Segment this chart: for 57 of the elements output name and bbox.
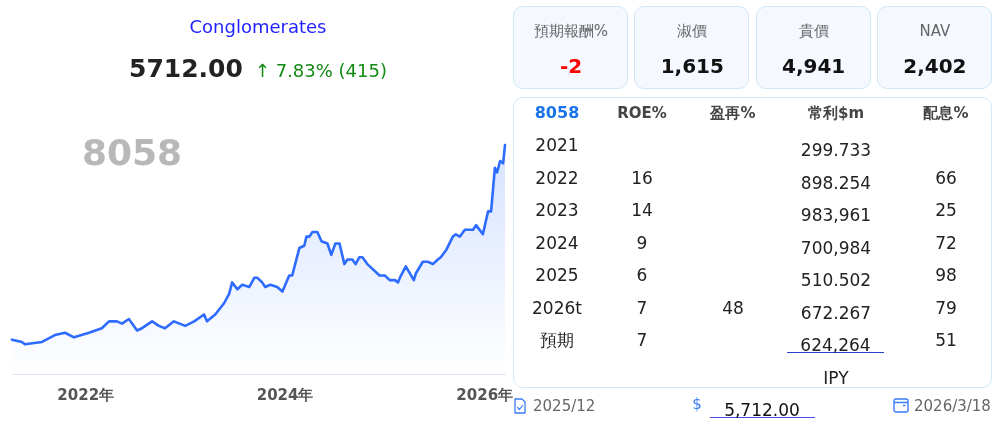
data-label: 48 (722, 297, 744, 317)
input-field: 624,264 (787, 335, 884, 353)
category-label: 預期報酬% (533, 21, 609, 40)
data-label: 66 (935, 167, 957, 187)
y-tick-label: 2022 (535, 167, 579, 187)
y-tick-label: 2026t (532, 297, 582, 317)
text: 2026/3/18 (914, 396, 991, 415)
text: $ (692, 394, 702, 413)
y-tick-label: 2021 (535, 134, 579, 155)
data-label: 16 (631, 167, 653, 187)
x-tick-label: 配息% (923, 103, 969, 122)
data-label: 25 (935, 199, 957, 220)
data-label: 2,402 (903, 54, 967, 78)
data-label: 672.267 (800, 302, 872, 322)
data-label: 624,264 (800, 334, 871, 355)
chart-title: Conglomerates (189, 16, 327, 37)
y-tick-label: 2023 (535, 199, 579, 220)
data-label: 898.254 (800, 172, 872, 192)
x-tick-label: 2026年 (456, 385, 514, 404)
data-label: 6 (636, 264, 648, 285)
data-label: 72 (935, 232, 957, 252)
card: NAV 2,402 (876, 6, 992, 89)
y-tick-label: 2024 (535, 232, 579, 252)
data-label: 14 (631, 199, 653, 220)
data-label: 51 (935, 329, 957, 350)
data-label: 983,961 (800, 204, 872, 225)
text: 2025/12 (533, 396, 596, 415)
input-field: 5,712.00 (710, 399, 815, 418)
card: 預期報酬% -2 (513, 6, 628, 89)
data-label: 510.502 (800, 269, 872, 290)
data-label: 299.733 (800, 139, 872, 160)
category-label: 貴價 (798, 21, 829, 40)
x-tick-label: 2024年 (256, 385, 314, 404)
chart-title: 8058 (534, 103, 580, 122)
y-tick-label: 預期 (540, 329, 574, 350)
y-tick-label: 2025 (535, 264, 579, 285)
category-label: 淑價 (677, 21, 708, 40)
x-tick-label: 2022年 (57, 385, 115, 404)
data-label: 7 (636, 297, 648, 317)
data-label: -2 (559, 54, 583, 78)
data-label: 9 (636, 232, 648, 252)
card: 貴價 4,941 (755, 6, 871, 89)
data-label: 1,615 (660, 54, 724, 78)
category-label: NAV (919, 21, 951, 40)
card: 淑價 1,615 (634, 6, 750, 89)
chart-subtitle: 5712.00 (129, 53, 243, 83)
x-tick-label: ROE% (617, 103, 667, 122)
data-label: 98 (935, 264, 957, 285)
data-label: 700,984 (800, 237, 872, 257)
x-tick-label: 常利$m (807, 103, 865, 122)
text: ↑ 7.83% (415) (254, 59, 387, 81)
annotation: 8058 (81, 132, 183, 173)
data-label: 4,941 (781, 54, 846, 78)
x-tick-label: 盈再% (710, 103, 756, 122)
data-label: 79 (935, 297, 957, 317)
data-label: 7 (636, 329, 648, 350)
annotation: IPY (823, 367, 849, 388)
